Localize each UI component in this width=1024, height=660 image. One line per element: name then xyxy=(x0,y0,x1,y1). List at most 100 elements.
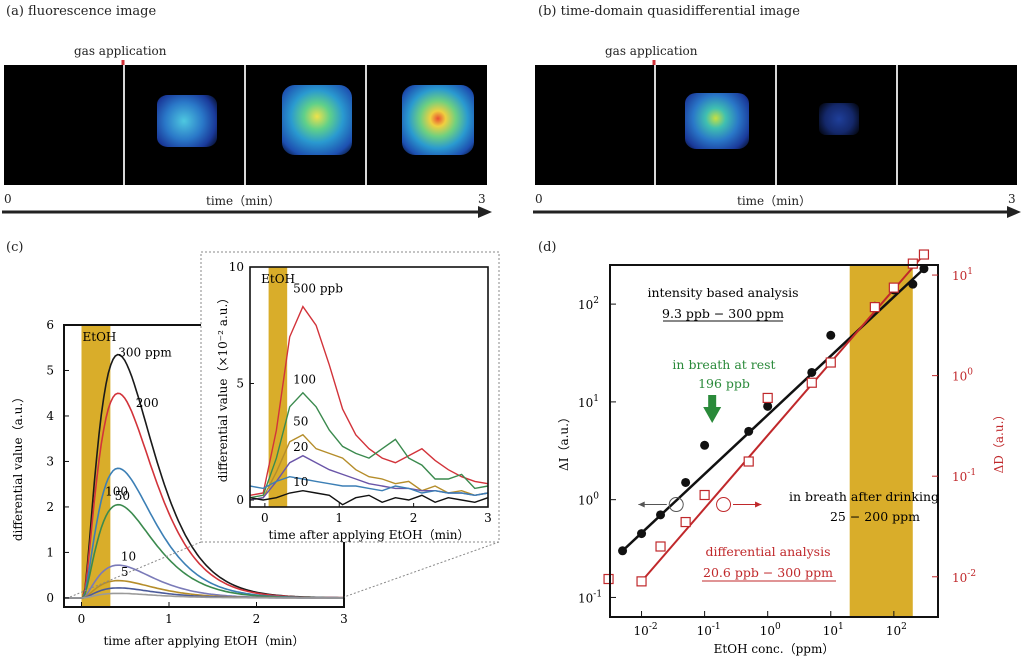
y-tick-label: 101 xyxy=(578,394,599,410)
differential-point xyxy=(743,456,754,467)
series-label: 5 xyxy=(121,565,129,579)
differential-point xyxy=(806,377,817,388)
differential-point xyxy=(636,576,647,587)
y-right-axis-label: ΔD（a.u.） xyxy=(992,409,1006,474)
differential-point xyxy=(762,392,773,404)
y-right-tick-label: 10-1 xyxy=(952,468,976,484)
series-label: 500 ppb xyxy=(293,282,343,296)
time-end-a: 3 xyxy=(478,192,486,206)
differential-point xyxy=(680,516,691,528)
intensity-point xyxy=(826,330,836,340)
intensity-point xyxy=(763,401,773,411)
series-label: 100 xyxy=(293,373,316,387)
left-axis-indicator-head xyxy=(638,501,645,508)
plot-frame xyxy=(609,264,939,618)
y-tick-label: 10 xyxy=(229,260,244,274)
y-axis-label: differential value（a.u.） xyxy=(11,391,25,541)
intensity-point xyxy=(700,440,710,450)
y-tick-label: 5 xyxy=(46,363,54,377)
differential-point xyxy=(825,357,836,368)
x-tick-label: 0 xyxy=(78,612,86,626)
rest-value: 196 ppb xyxy=(698,376,750,391)
fluorescence-blob xyxy=(282,85,352,155)
x-tick-label: 3 xyxy=(484,511,492,525)
y-tick-label: 3 xyxy=(46,454,54,468)
differential-point xyxy=(869,302,880,313)
x-tick-label: 2 xyxy=(410,511,418,525)
right-axis-indicator-head xyxy=(755,501,762,508)
x-tick-label: 1 xyxy=(335,511,343,525)
series-line xyxy=(249,305,489,496)
breath-at-rest-arrow-icon xyxy=(703,395,722,423)
x-axis-label: time after applying EtOH（min） xyxy=(103,634,304,648)
panel-b-label: (b) time-domain quasidifferential image xyxy=(538,4,800,19)
left-axis-indicator xyxy=(668,497,684,513)
y-axis-label: differential value（×10⁻² a.u.） xyxy=(216,292,230,483)
series-line xyxy=(249,391,489,499)
x-tick-label: 0 xyxy=(261,511,269,525)
differential-point xyxy=(655,541,666,552)
zoom-line xyxy=(343,541,500,598)
y-tick-label: 1 xyxy=(46,545,54,559)
fluorescence-image-strip xyxy=(4,65,487,185)
differential-point xyxy=(907,258,918,269)
etoh-band-label: EtOH xyxy=(261,272,295,286)
plot-frame xyxy=(249,266,489,508)
rest-title: in breath at rest xyxy=(672,357,775,372)
right-axis-indicator xyxy=(716,497,732,513)
frame-divider xyxy=(123,65,125,185)
time-label-b: time（min） xyxy=(737,194,812,208)
x-tick-label: 10-1 xyxy=(697,622,721,638)
series-label: 20 xyxy=(293,440,308,454)
intensity-point xyxy=(656,510,666,520)
y-tick-label: 2 xyxy=(46,500,54,514)
x-axis-label: EtOH conc.（ppm） xyxy=(714,642,835,656)
panel-d-label: (d) xyxy=(538,240,557,255)
quasidifferential-blob xyxy=(819,103,859,135)
differential-point xyxy=(603,573,614,585)
series-label: 10 xyxy=(121,550,136,564)
x-tick-label: 1 xyxy=(165,612,173,626)
time-end-b: 3 xyxy=(1008,192,1016,206)
x-tick-label: 100 xyxy=(760,622,781,638)
y-tick-label: 6 xyxy=(46,318,54,332)
frame-divider xyxy=(896,65,898,185)
series-line xyxy=(64,592,344,599)
y-tick-label: 0 xyxy=(236,493,244,507)
quasidifferential-blob xyxy=(685,93,749,149)
x-tick-label: 3 xyxy=(340,612,348,626)
differential-title: differential analysis xyxy=(706,544,831,559)
etoh-band-label: EtOH xyxy=(83,330,117,344)
series-label: 10 xyxy=(293,475,308,489)
x-tick-label: 101 xyxy=(823,622,844,638)
series-label: 100 xyxy=(105,485,128,499)
intensity-title: intensity based analysis xyxy=(647,285,798,300)
intensity-point xyxy=(919,264,929,274)
gas-application-label-b: gas application xyxy=(605,44,698,58)
gas-application-label-a: gas application xyxy=(74,44,167,58)
frame-divider xyxy=(365,65,367,185)
intensity-fit-line xyxy=(621,267,925,552)
chart-d: 10-2 10-1 100 101 102 10-1 100 101 102 10-2 10-1 10… xyxy=(557,249,1006,656)
y-tick-label: 102 xyxy=(578,296,599,312)
quasidifferential-image-strip xyxy=(535,65,1017,185)
fluorescence-blob xyxy=(157,95,217,147)
series-label: 300 ppm xyxy=(118,346,172,360)
series-line xyxy=(249,489,489,506)
frame-divider xyxy=(654,65,656,185)
y-tick-label: 0 xyxy=(46,591,54,605)
y-tick-label: 5 xyxy=(236,377,244,391)
y-right-tick-label: 10-2 xyxy=(952,569,976,585)
time-start-a: 0 xyxy=(4,192,12,206)
x-tick-label: 2 xyxy=(253,612,261,626)
intensity-point xyxy=(807,367,817,377)
differential-point xyxy=(918,249,930,260)
x-axis-label: time after applying EtOH（min） xyxy=(268,528,469,542)
intensity-range: 9.3 ppb − 300 ppm xyxy=(662,306,784,321)
differential-point xyxy=(699,489,710,501)
time-label-a: time（min） xyxy=(206,194,281,208)
intensity-point xyxy=(637,529,647,539)
time-arrow-b xyxy=(531,204,1024,223)
panel-c-label: (c) xyxy=(6,240,24,255)
y-right-tick-label: 101 xyxy=(952,267,973,283)
